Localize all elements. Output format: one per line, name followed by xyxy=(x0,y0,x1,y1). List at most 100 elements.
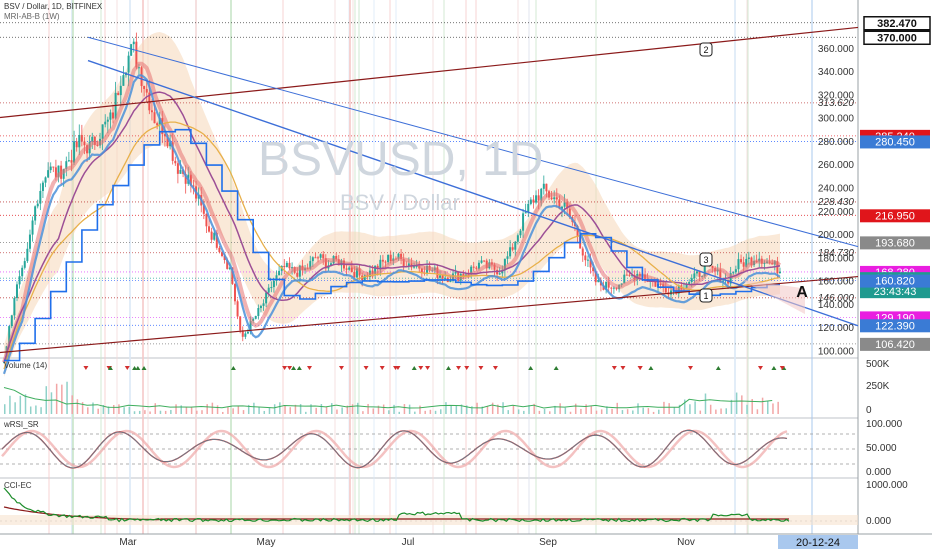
volume-bar xyxy=(414,411,416,414)
volume-bar xyxy=(590,406,593,414)
volume-tick: 0 xyxy=(866,405,872,416)
volume-bar xyxy=(289,407,291,414)
price-label-dark: 370.000 xyxy=(863,30,931,46)
candle xyxy=(174,156,177,166)
volume-bar xyxy=(154,403,157,414)
volume-bar xyxy=(128,406,131,414)
price-tick: 300.000 xyxy=(818,114,855,125)
svg-text:3: 3 xyxy=(703,255,708,265)
volume-bar xyxy=(668,403,670,414)
candle xyxy=(259,304,262,313)
volume-bar xyxy=(325,406,328,414)
volume-bar xyxy=(164,410,167,414)
level-annotation: 146.000 xyxy=(818,293,855,304)
candle xyxy=(36,199,39,209)
volume-bar xyxy=(107,406,110,414)
candle xyxy=(158,111,161,135)
wave-label-2: 2 xyxy=(699,42,713,57)
candle xyxy=(31,216,34,242)
volume-bar xyxy=(730,399,733,414)
candle xyxy=(345,263,348,276)
candle xyxy=(475,265,478,271)
signal-marker xyxy=(307,366,313,370)
candle xyxy=(239,316,242,334)
wave-label-3: 3 xyxy=(699,252,713,267)
price-tick: 260.000 xyxy=(818,160,855,171)
candle xyxy=(257,304,260,320)
candle xyxy=(516,233,519,245)
volume-bar xyxy=(471,406,473,414)
signal-marker xyxy=(379,366,385,370)
svg-text:23:43:43: 23:43:43 xyxy=(874,286,917,298)
candle xyxy=(275,270,278,286)
candle xyxy=(241,326,244,342)
candle xyxy=(610,286,613,295)
candle xyxy=(584,251,587,267)
volume-bar xyxy=(626,409,629,414)
volume-bar xyxy=(253,402,255,414)
volume-bar xyxy=(486,406,489,414)
volume-bar xyxy=(66,381,68,414)
band-area xyxy=(4,32,780,377)
volume-bar xyxy=(549,411,551,414)
volume-bar xyxy=(9,395,11,414)
volume-bar xyxy=(175,404,177,414)
volume-bar xyxy=(118,404,120,414)
current-date-label: 20-12-24 xyxy=(796,537,840,549)
signal-marker xyxy=(230,366,236,370)
volume-bar xyxy=(408,404,411,414)
price-tick: 180.000 xyxy=(818,253,855,264)
volume-bar xyxy=(138,410,141,414)
candle xyxy=(734,265,737,275)
volume-bar xyxy=(123,407,125,414)
volume-bar xyxy=(227,407,229,414)
candle xyxy=(80,124,83,147)
candle xyxy=(522,208,525,239)
volume-bar xyxy=(76,399,79,414)
volume-bar xyxy=(600,409,603,414)
candle xyxy=(272,278,275,293)
volume-bar xyxy=(97,408,99,414)
volume-bar xyxy=(440,409,442,414)
volume-bar xyxy=(543,408,546,414)
volume-bar xyxy=(403,404,406,414)
candle xyxy=(288,257,291,271)
candle xyxy=(109,109,112,129)
step-line xyxy=(4,128,780,362)
volume-bar xyxy=(569,411,572,414)
volume-bar xyxy=(523,410,525,414)
volume-bar xyxy=(331,403,333,414)
candle xyxy=(527,200,530,218)
volume-bar xyxy=(533,403,535,414)
signal-marker xyxy=(687,366,693,370)
signal-marker xyxy=(648,366,654,370)
volume-bar xyxy=(273,404,276,414)
signal-marker xyxy=(282,366,288,370)
volume-bar xyxy=(683,399,686,414)
volume-bar xyxy=(611,408,613,414)
signal-marker xyxy=(456,366,462,370)
candle xyxy=(49,162,52,174)
volume-bar xyxy=(50,392,53,414)
cci-band xyxy=(0,515,858,525)
volume-bar xyxy=(294,404,297,414)
volume-bar xyxy=(735,392,738,414)
volume-bar xyxy=(720,408,722,414)
price-label-teal: 23:43:43 xyxy=(860,285,930,299)
volume-bar xyxy=(201,410,203,414)
candle xyxy=(732,271,735,275)
volume-bar xyxy=(299,404,302,414)
candle xyxy=(623,269,626,284)
price-label-gray: 106.420 xyxy=(860,337,930,351)
wrsi-pane: 100.000 50.000 0.000 xyxy=(0,419,903,478)
volume-bar xyxy=(258,407,260,414)
candle xyxy=(176,159,179,184)
wedge-fill xyxy=(740,279,805,315)
volume-bar xyxy=(725,408,727,414)
time-tick: Nov xyxy=(677,537,695,548)
volume-bar xyxy=(237,406,240,414)
candle xyxy=(483,260,486,263)
sma-blue xyxy=(2,74,781,375)
signal-marker xyxy=(425,366,431,370)
